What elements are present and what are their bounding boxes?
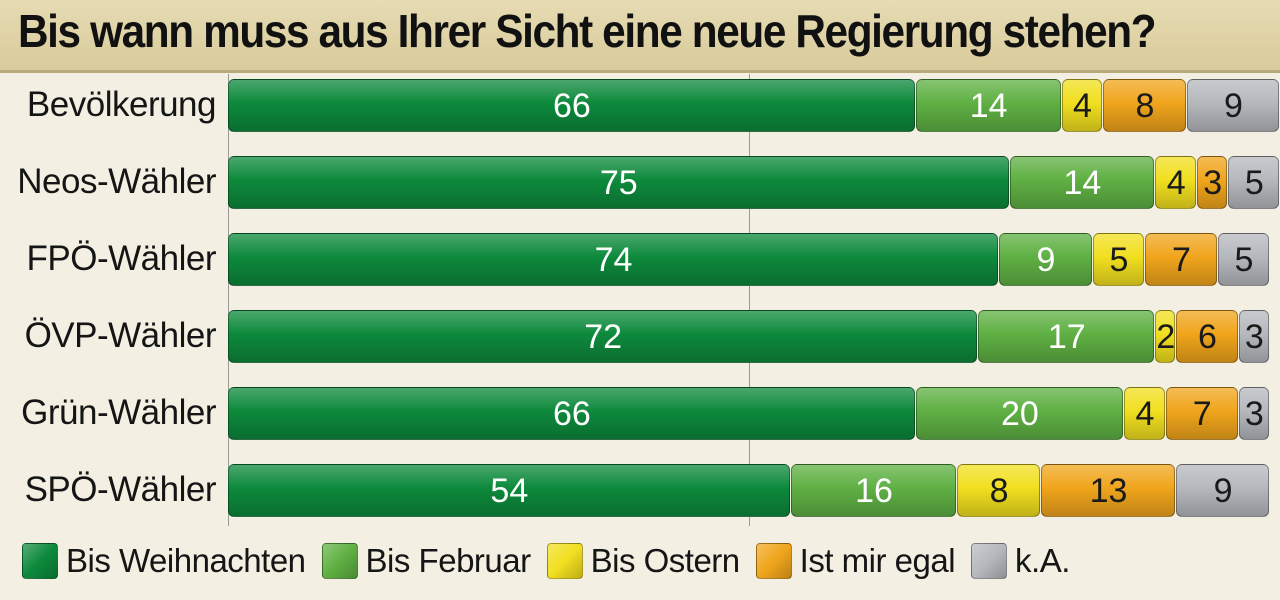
data-label: 5 bbox=[1109, 241, 1129, 279]
bar-segment bbox=[228, 233, 999, 286]
data-label: 8 bbox=[1135, 87, 1155, 125]
category-label: SPÖ-Wähler bbox=[24, 470, 217, 509]
bar-segment bbox=[228, 156, 1009, 209]
bar-segment bbox=[1186, 79, 1280, 132]
legend-label: Bis Weihnachten bbox=[66, 542, 306, 579]
data-label: 75 bbox=[599, 164, 638, 202]
bar-segment bbox=[1197, 156, 1228, 209]
category-label: Bevölkerung bbox=[26, 85, 217, 124]
data-label: 6 bbox=[1198, 318, 1217, 356]
legend-label: Bis Februar bbox=[365, 542, 532, 579]
category-label: ÖVP-Wähler bbox=[24, 316, 217, 355]
title-bar: Bis wann muss aus Ihrer Sicht eine neue … bbox=[0, 0, 1280, 73]
data-label: 74 bbox=[594, 241, 633, 279]
legend-swatch bbox=[22, 543, 58, 579]
plot-area: 66 14 4 8 9 75 14 4 3 5 74 9 5 7 5 72 17 2 6 3 66 20 4 7 3 54 16 8 1… bbox=[228, 74, 1280, 526]
data-label: 7 bbox=[1192, 395, 1212, 433]
legend: Bis Weihnachten Bis Februar Bis Ostern Ist … bbox=[22, 541, 1086, 581]
data-label: 3 bbox=[1203, 164, 1223, 202]
data-label: 16 bbox=[855, 472, 893, 510]
bar-segment bbox=[1061, 79, 1103, 132]
data-label: 3 bbox=[1244, 395, 1264, 433]
bar-segment bbox=[915, 387, 1124, 440]
bar-segment bbox=[228, 310, 978, 363]
bar-segment bbox=[1238, 387, 1269, 440]
data-label: 4 bbox=[1135, 395, 1155, 433]
bar-segment bbox=[228, 464, 790, 517]
bar-segment bbox=[790, 464, 957, 517]
data-label: 2 bbox=[1156, 318, 1176, 356]
legend-item: Bis Ostern bbox=[546, 542, 741, 580]
bar-segment bbox=[228, 79, 915, 132]
data-label: 9 bbox=[1036, 241, 1056, 279]
category-label: FPÖ-Wähler bbox=[26, 239, 217, 278]
legend-item: k.A. bbox=[971, 542, 1070, 580]
bar-segment bbox=[999, 233, 1092, 286]
legend-label: Bis Ostern bbox=[590, 542, 741, 579]
bar-segment bbox=[1176, 464, 1269, 517]
data-label: 7 bbox=[1171, 241, 1191, 279]
data-label: 3 bbox=[1244, 318, 1264, 356]
legend-swatch bbox=[755, 543, 792, 579]
legend-swatch bbox=[971, 543, 1008, 579]
bar-segment bbox=[1040, 464, 1176, 517]
bar-segment bbox=[1228, 156, 1280, 209]
data-label: 54 bbox=[490, 472, 529, 510]
data-label: 9 bbox=[1213, 472, 1233, 510]
legend-item: Bis Februar bbox=[321, 542, 532, 580]
legend-label: Ist mir egal bbox=[799, 542, 956, 579]
data-label: 66 bbox=[552, 87, 591, 125]
data-label: 4 bbox=[1072, 87, 1092, 125]
bar-segment bbox=[1155, 156, 1197, 209]
legend-item: Bis Weihnachten bbox=[22, 542, 306, 580]
y-axis-line bbox=[228, 74, 229, 526]
bar-segment bbox=[1176, 310, 1238, 363]
legend-label: k.A. bbox=[1015, 542, 1070, 579]
gridline-50 bbox=[749, 74, 750, 526]
category-label: Neos-Wähler bbox=[17, 162, 216, 201]
data-label: 5 bbox=[1244, 164, 1264, 202]
data-label: 14 bbox=[1063, 164, 1102, 202]
bar-segment bbox=[1092, 233, 1144, 286]
data-label: 4 bbox=[1166, 164, 1186, 202]
bar-segment bbox=[1165, 387, 1238, 440]
bar-segment bbox=[915, 79, 1061, 132]
legend-swatch bbox=[321, 543, 358, 579]
legend-swatch bbox=[546, 543, 583, 579]
bar-segment bbox=[1009, 156, 1155, 209]
bar-segment bbox=[1238, 310, 1269, 363]
data-label: 66 bbox=[552, 395, 591, 433]
data-label: 72 bbox=[584, 318, 623, 356]
data-label: 9 bbox=[1224, 87, 1243, 125]
data-label: 5 bbox=[1234, 241, 1254, 279]
bar-segment bbox=[1124, 387, 1165, 440]
bar-segment bbox=[228, 387, 915, 440]
data-label: 14 bbox=[969, 87, 1008, 125]
chart-title: Bis wann muss aus Ihrer Sicht eine neue … bbox=[18, 5, 1157, 57]
bar-segment bbox=[1217, 233, 1269, 286]
bar-segment bbox=[1103, 79, 1186, 132]
category-label: Grün-Wähler bbox=[21, 393, 216, 432]
data-label: 17 bbox=[1047, 318, 1086, 356]
legend-item: Ist mir egal bbox=[755, 542, 956, 580]
data-label: 8 bbox=[989, 472, 1009, 510]
bar-segment bbox=[978, 310, 1155, 363]
data-label: 13 bbox=[1089, 472, 1128, 510]
bar-segment bbox=[1155, 310, 1176, 363]
bar-segment bbox=[1144, 233, 1217, 286]
bar-segment bbox=[957, 464, 1040, 517]
data-label: 20 bbox=[1000, 395, 1039, 433]
